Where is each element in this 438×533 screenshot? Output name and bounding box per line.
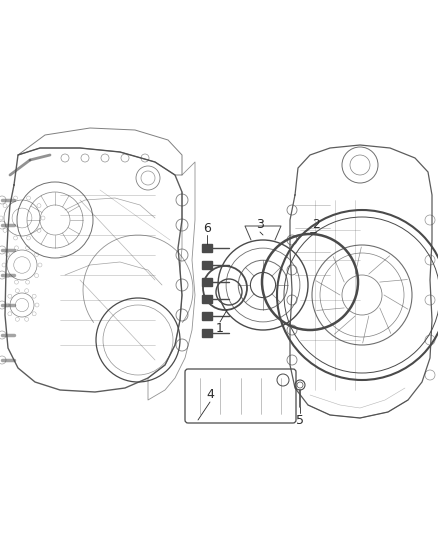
Bar [202,312,212,320]
Text: 1: 1 [216,321,224,335]
Text: 6: 6 [203,222,211,235]
Text: 3: 3 [256,219,264,231]
Text: 4: 4 [206,389,214,401]
Bar [202,295,212,303]
Bar [202,244,212,252]
Bar [202,278,212,286]
Text: 2: 2 [312,219,320,231]
Text: 5: 5 [296,414,304,426]
Bar [202,261,212,269]
Bar [202,329,212,337]
